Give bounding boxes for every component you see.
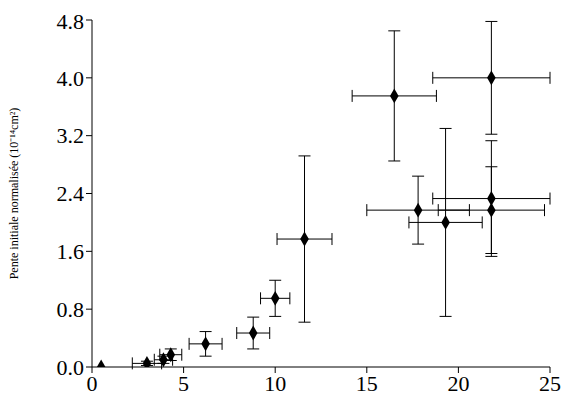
svg-text:0: 0 xyxy=(87,371,98,396)
svg-text:0.8: 0.8 xyxy=(57,297,85,322)
svg-text:2.4: 2.4 xyxy=(57,181,85,206)
svg-text:1.6: 1.6 xyxy=(57,239,85,264)
svg-text:4.8: 4.8 xyxy=(57,9,85,34)
svg-text:Pente initiale normalisée (10⁻: Pente initiale normalisée (10⁻¹⁴cm²) xyxy=(8,108,21,280)
svg-text:0.0: 0.0 xyxy=(57,355,85,380)
svg-text:10: 10 xyxy=(264,371,286,396)
svg-text:4.0: 4.0 xyxy=(57,66,85,91)
svg-text:3.2: 3.2 xyxy=(57,123,85,148)
svg-text:25: 25 xyxy=(539,371,561,396)
svg-text:5: 5 xyxy=(178,371,189,396)
svg-text:20: 20 xyxy=(447,371,469,396)
svg-text:15: 15 xyxy=(356,371,378,396)
